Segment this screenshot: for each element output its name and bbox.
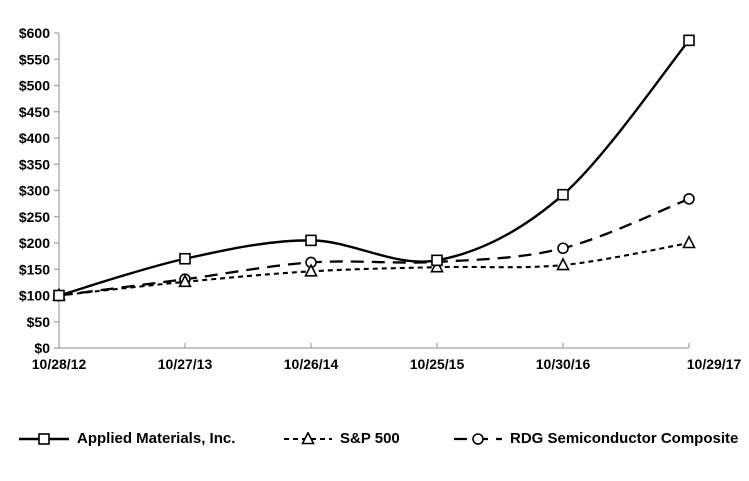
rdg-semiconductor-composite-legend-marker-icon [472, 433, 484, 445]
y-tick-label: $500 [19, 78, 50, 94]
s-p-500-marker-icon [682, 235, 696, 249]
applied-materials-inc-marker-icon [431, 254, 443, 267]
legend-item-rdg-semiconductor: RDG Semiconductor Composite [453, 430, 738, 448]
y-tick-label: $200 [19, 235, 50, 251]
y-tick-label: $400 [19, 130, 50, 146]
legend-item-applied-materials: Applied Materials, Inc. [18, 430, 235, 448]
legend: Applied Materials, Inc. S&P 500 RDG Semi… [0, 430, 749, 454]
applied-materials-inc-marker-icon [683, 34, 695, 47]
series-line-rdg-semiconductor-composite [58, 197, 690, 297]
y-tick-label: $150 [19, 261, 50, 277]
x-tick-label: 10/30/16 [536, 356, 591, 372]
x-tick-label: 10/26/14 [284, 356, 339, 372]
y-tick-label: $450 [19, 104, 50, 120]
rdg-semiconductor-swatch-icon [454, 433, 502, 445]
legend-item-sp500: S&P 500 [283, 430, 400, 448]
y-tick-label: $50 [27, 314, 51, 330]
y-tick-label: $250 [19, 209, 50, 225]
plot-area: $0 $50 $100 $150 $200 $250 $300 $350 $400 $450 $50… [19, 25, 742, 372]
x-tick-label: 10/25/15 [410, 356, 465, 372]
y-tick-label: $100 [19, 288, 50, 304]
y-tick-label: $0 [34, 340, 50, 356]
legend-label-sp500: S&P 500 [340, 430, 400, 447]
y-tick-label: $550 [19, 51, 50, 67]
x-tick-label: 10/28/12 [32, 356, 87, 372]
applied-materials-inc-legend-marker-icon [38, 433, 50, 445]
rdg-semiconductor-composite-marker-icon [683, 193, 695, 205]
sp500-swatch-icon [284, 432, 332, 445]
s-p-500-marker-icon [430, 259, 444, 273]
rdg-semiconductor-composite-marker-icon [557, 242, 569, 255]
s-p-500-legend-marker-icon [301, 432, 315, 445]
applied-materials-inc-marker-icon [557, 188, 569, 201]
series-line-s-p-500 [58, 241, 690, 297]
x-tick-label: 10/29/17 [687, 356, 742, 372]
applied-materials-inc-marker-icon [53, 289, 65, 302]
applied-materials-swatch-icon [19, 433, 69, 445]
series-line-applied-materials-inc [58, 39, 690, 297]
applied-materials-inc-marker-icon [305, 234, 317, 247]
legend-label-rdg-semiconductor: RDG Semiconductor Composite [510, 430, 739, 447]
s-p-500-marker-icon [178, 273, 192, 288]
applied-materials-inc-marker-icon [179, 252, 191, 265]
y-tick-label: $600 [19, 25, 50, 41]
s-p-500-marker-icon [556, 257, 570, 271]
y-tick-label: $300 [19, 183, 50, 199]
y-tick-label: $350 [19, 156, 50, 172]
s-p-500-marker-icon [304, 263, 318, 277]
legend-label-applied-materials: Applied Materials, Inc. [77, 430, 236, 447]
x-tick-label: 10/27/13 [158, 356, 213, 372]
